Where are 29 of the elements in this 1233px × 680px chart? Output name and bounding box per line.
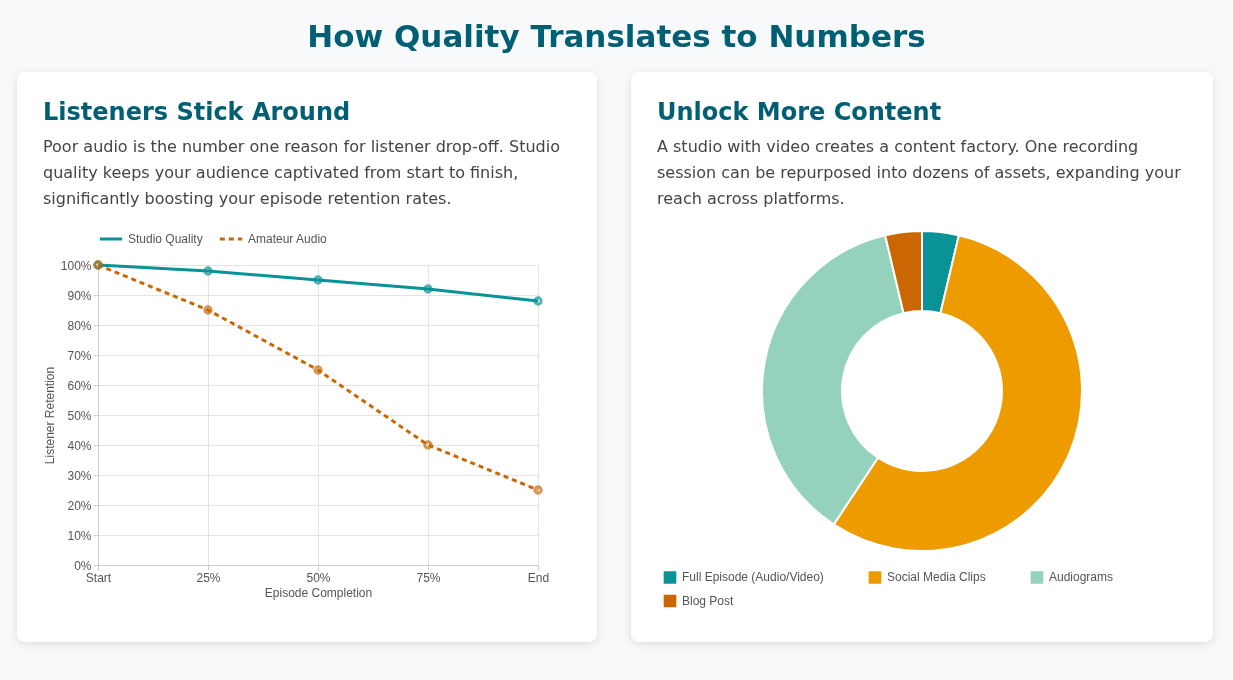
chart-title: Listeners Stick Around bbox=[43, 98, 352, 126]
y-tick-label: 60% bbox=[67, 378, 92, 393]
y-axis-title: Listener Retention bbox=[42, 366, 57, 465]
y-tick-label: 30% bbox=[67, 468, 92, 483]
chart-subtitle: Poor audio is the number one reason for listener drop-off. Studio quality keeps your audience captivated from start to finish, significantly boosting your episode retention rates. bbox=[43, 136, 561, 210]
y-tick-label: 50% bbox=[67, 408, 92, 423]
x-tick-label: 25% bbox=[196, 570, 221, 585]
x-tick-label: 50% bbox=[306, 570, 331, 585]
x-tick-label: 75% bbox=[416, 570, 441, 585]
x-tick-label: Start bbox=[85, 570, 112, 585]
legend-label: Studio Quality bbox=[128, 232, 203, 246]
chart-title: Unlock More Content bbox=[657, 98, 943, 126]
y-tick-label: 80% bbox=[67, 318, 92, 333]
legend-label: Full Episode (Audio/Video) bbox=[682, 570, 824, 585]
legend-label: Blog Post bbox=[682, 594, 735, 608]
y-tick-label: 100% bbox=[60, 258, 92, 273]
y-tick-label: 20% bbox=[67, 498, 92, 513]
x-axis-title: Episode Completion bbox=[264, 585, 373, 600]
y-tick-label: 40% bbox=[67, 438, 92, 453]
legend-label: Social Media Clips bbox=[887, 570, 986, 585]
chart-subtitle: A studio with video creates a content factory. One recording session can be repurposed into dozens of assets, expanding your reach across platforms. bbox=[657, 136, 1182, 210]
y-tick-label: 0% bbox=[74, 558, 92, 573]
legend-label: Audiograms bbox=[1049, 570, 1114, 585]
y-tick-label: 90% bbox=[67, 288, 92, 303]
y-tick-label: 70% bbox=[67, 348, 92, 363]
text: How Quality Translates to Numbers bbox=[306, 18, 927, 54]
y-tick-label: 10% bbox=[67, 528, 92, 543]
legend-label: Amateur Audio bbox=[248, 232, 328, 246]
x-tick-label: End bbox=[527, 570, 550, 585]
